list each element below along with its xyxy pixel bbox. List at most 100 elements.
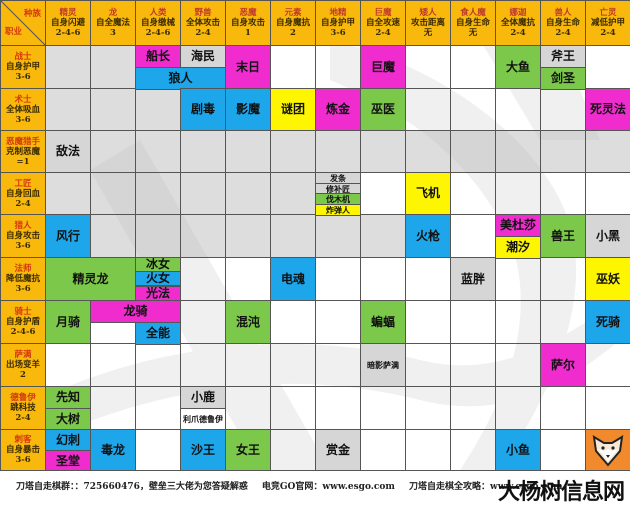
grid-cell: [270, 130, 316, 173]
race-bonus: 全体攻击: [185, 18, 220, 28]
hero-piece[interactable]: 大树: [45, 408, 91, 431]
grid-cell: [315, 386, 361, 430]
hero-piece[interactable]: 潮汐: [495, 236, 541, 259]
grid-cell: [495, 172, 541, 215]
race-bonus: 全体魔抗: [500, 18, 535, 28]
hero-piece[interactable]: 蓝胖: [450, 257, 496, 301]
hero-piece[interactable]: 幻刺: [45, 429, 91, 451]
hero-name: 萨尔: [550, 357, 575, 372]
grid-cell: [360, 130, 406, 173]
hero-name: 敌法: [55, 144, 80, 158]
class-name: 法师: [14, 264, 32, 274]
fox-face-icon: [592, 435, 624, 467]
hero-piece[interactable]: 海民: [180, 45, 226, 68]
hero-name: 全能: [145, 326, 170, 340]
hero-piece[interactable]: 末日: [225, 45, 271, 89]
race-counts: 2-4: [510, 28, 526, 38]
hero-piece[interactable]: 暗影萨满: [360, 343, 406, 387]
grid-cell: [540, 88, 586, 131]
hero-piece[interactable]: 利爪德鲁伊: [180, 408, 226, 431]
class-name: 工匠: [14, 178, 32, 189]
hero-piece[interactable]: 火女: [135, 271, 181, 286]
hero-piece[interactable]: 死灵法: [585, 88, 630, 131]
hero-piece[interactable]: 飞机: [405, 172, 451, 215]
hero-piece[interactable]: 剑圣: [540, 67, 586, 90]
hero-piece[interactable]: 月骑: [45, 300, 91, 344]
grid-cell: [540, 429, 586, 471]
hero-piece[interactable]: 光法: [135, 286, 181, 301]
hero-name: 龙骑: [123, 304, 148, 318]
class-name: 骑士: [14, 307, 32, 317]
hero-piece[interactable]: 敌法: [45, 130, 91, 173]
race-name: 地精: [329, 8, 347, 18]
grid-cell: [360, 386, 406, 430]
hero-piece[interactable]: 蝙蝠: [360, 300, 406, 344]
hero-piece[interactable]: 电魂: [270, 257, 316, 301]
hero-piece[interactable]: 死骑: [585, 300, 630, 344]
grid-cell: [405, 45, 451, 89]
race-name: 元素: [284, 8, 302, 18]
grid-cell: [90, 386, 136, 430]
hero-piece[interactable]: 圣堂: [45, 450, 91, 472]
hero-name: 小鹿: [190, 390, 215, 404]
race-counts: 2: [290, 28, 296, 38]
grid-cell: [315, 45, 361, 89]
footer-site-link[interactable]: 电竞GO官网：www.esgo.com: [261, 482, 395, 492]
hero-name: 炸弹人: [326, 204, 350, 215]
grid-cell: [225, 172, 271, 215]
class-header: 德鲁伊 跳科技 2-4: [0, 386, 46, 430]
race-name: 食人魔: [460, 8, 486, 18]
hero-piece[interactable]: 沙王: [180, 429, 226, 471]
hero-name: 光法: [145, 286, 170, 300]
hero-piece[interactable]: 赏金: [315, 429, 361, 471]
grid-cell: [270, 386, 316, 430]
hero-piece[interactable]: 剧毒: [180, 88, 226, 131]
grid-cell: [90, 343, 136, 387]
class-name: 刺客: [14, 435, 32, 445]
hero-piece[interactable]: 小黑: [585, 214, 630, 258]
hero-piece[interactable]: 狼人: [135, 67, 226, 90]
hero-piece[interactable]: 女王: [225, 429, 271, 471]
hero-piece[interactable]: 小鱼: [495, 429, 541, 471]
race-counts: 2-4-6: [145, 28, 171, 38]
grid-cell: [225, 386, 271, 430]
class-counts: 2: [20, 370, 26, 380]
hero-piece[interactable]: 冰女: [135, 257, 181, 272]
hero-piece[interactable]: 精灵龙: [45, 257, 136, 301]
hero-piece[interactable]: 先知: [45, 386, 91, 409]
hero-piece[interactable]: 毒龙: [90, 429, 136, 471]
grid-cell: [225, 257, 271, 301]
hero-piece[interactable]: 斧王: [540, 45, 586, 68]
hero-piece[interactable]: 美杜莎: [495, 214, 541, 237]
hero-name: 蓝胖: [460, 271, 485, 286]
hero-piece[interactable]: 巫妖: [585, 257, 630, 301]
race-name: 野兽: [194, 8, 212, 18]
hero-piece[interactable]: 影魔: [225, 88, 271, 131]
hero-piece[interactable]: 小鹿: [180, 386, 226, 409]
race-counts: 无: [468, 28, 478, 38]
footer-bar: 刀塔自走棋群：：725660476，壁垒三大佬为您答疑解惑 电竞GO官网：www…: [0, 470, 630, 500]
hero-name: 海民: [190, 49, 215, 63]
grid-cell: [45, 343, 91, 387]
hero-piece[interactable]: 萨尔: [540, 343, 586, 387]
hero-piece[interactable]: 大鱼: [495, 45, 541, 89]
class-axis-label: 职业: [5, 27, 23, 37]
hero-piece[interactable]: 风行: [45, 214, 91, 258]
hero-piece[interactable]: 火枪: [405, 214, 451, 258]
hero-piece[interactable]: 炸弹人: [315, 204, 361, 216]
hero-name: 影魔: [235, 102, 260, 116]
hero-piece[interactable]: 炼金: [315, 88, 361, 131]
grid-cell: [450, 214, 496, 258]
hero-piece[interactable]: 兽王: [540, 214, 586, 258]
class-bonus: 自身回血: [5, 188, 40, 199]
hero-piece[interactable]: 全能: [135, 322, 181, 345]
footer-guide-link[interactable]: 刀塔自走棋全攻略：www.esgo.com: [408, 482, 563, 492]
hero-piece[interactable]: 混沌: [225, 300, 271, 344]
hero-piece[interactable]: 谜团: [270, 88, 316, 131]
hero-name: 小黑: [595, 228, 620, 243]
hero-piece[interactable]: 巨魔: [360, 45, 406, 89]
hero-piece[interactable]: 龙骑: [90, 300, 181, 323]
hero-piece[interactable]: 巫医: [360, 88, 406, 131]
grid-cell: [450, 130, 496, 173]
hero-piece[interactable]: 船长: [135, 45, 181, 68]
